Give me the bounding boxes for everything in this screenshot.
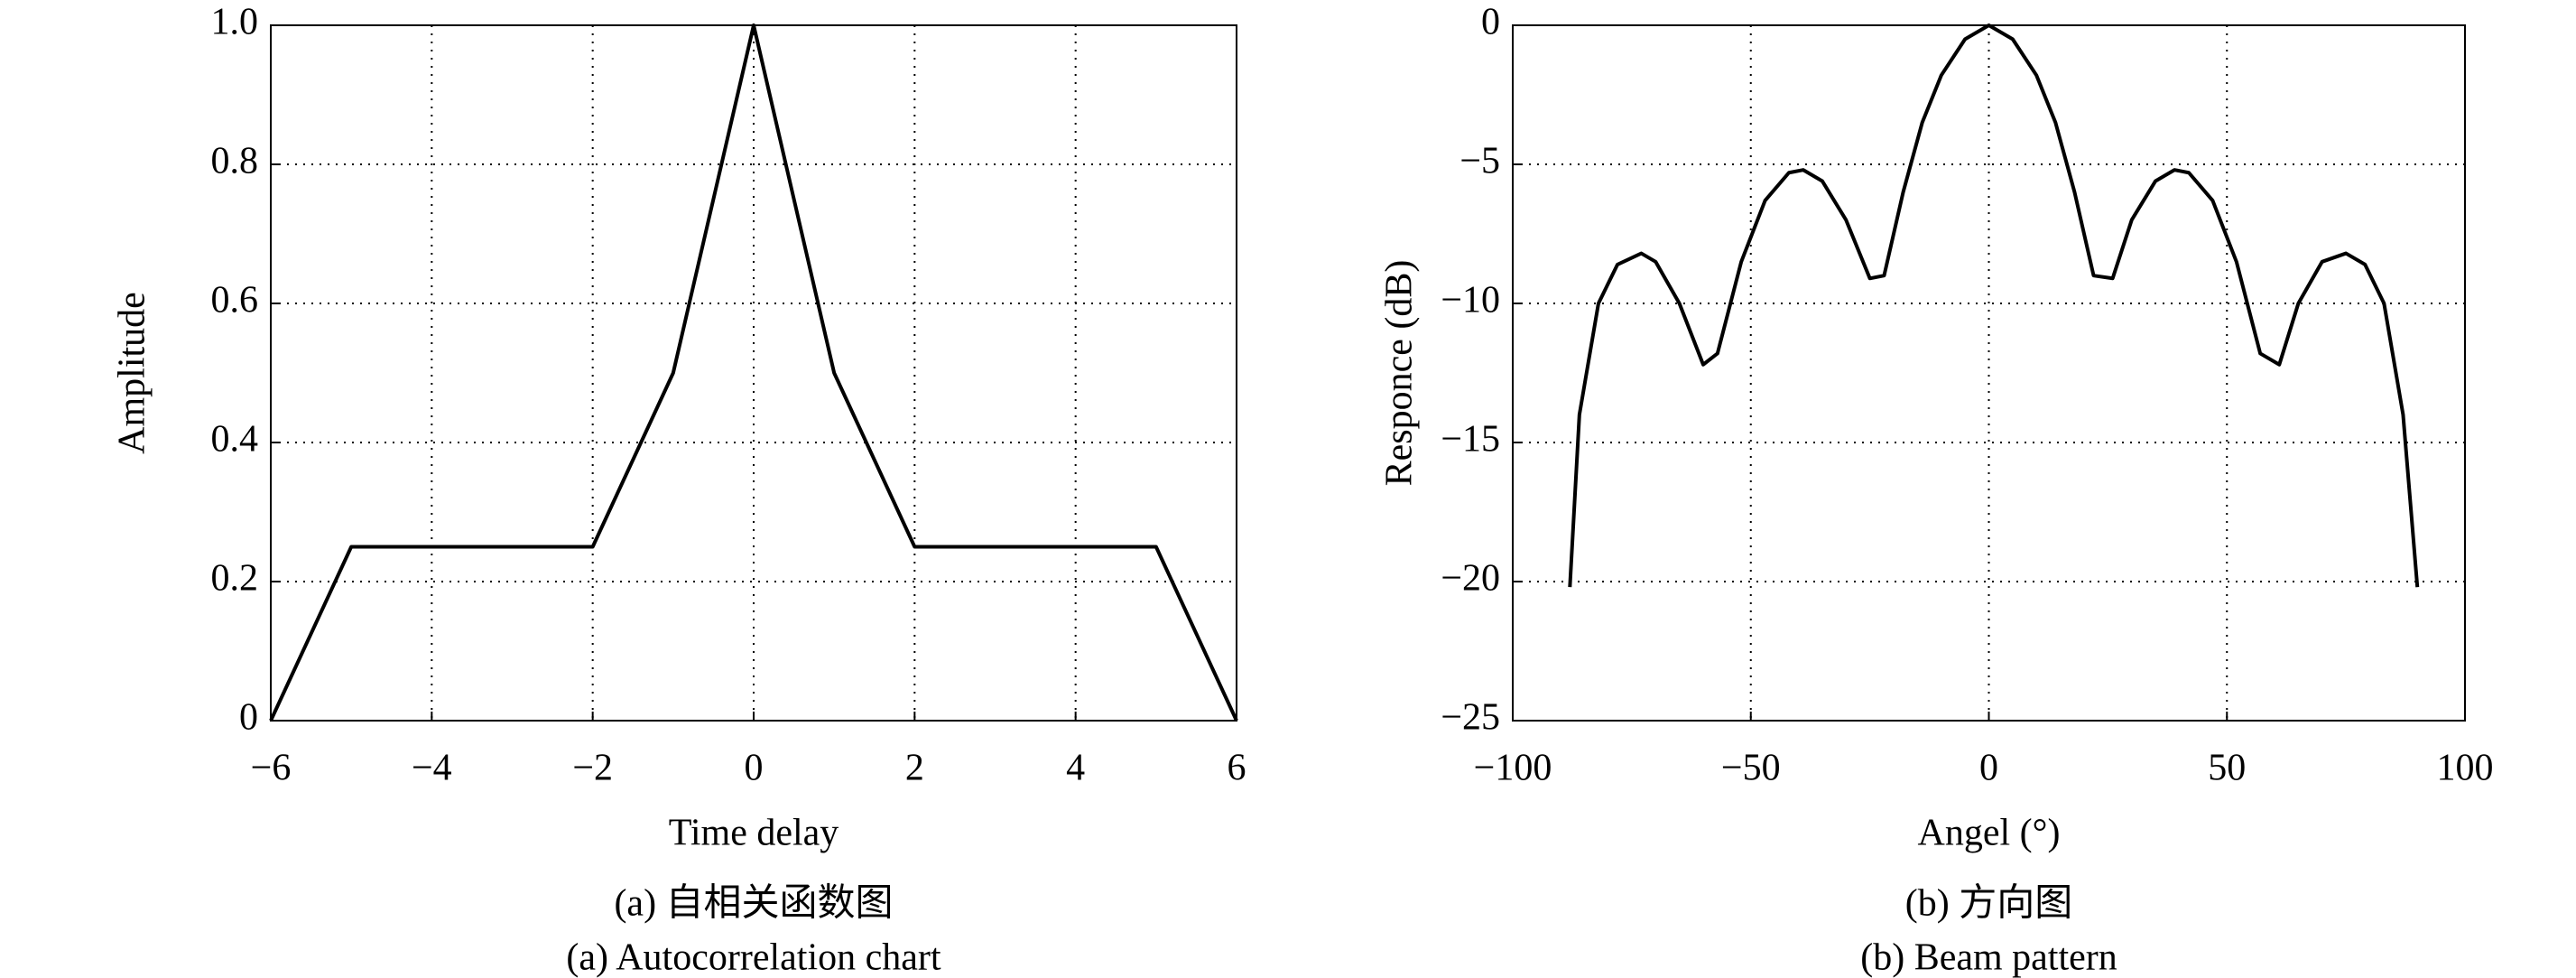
y-tick-label: −25 xyxy=(1441,697,1500,739)
y-tick-label: 0 xyxy=(1481,2,1500,43)
y-tick-label: 0.6 xyxy=(211,280,259,321)
plot-frame xyxy=(1512,24,2466,722)
x-tick-label: 4 xyxy=(1066,748,1085,789)
y-tick-label: −5 xyxy=(1459,141,1500,182)
x-tick-label: 6 xyxy=(1228,748,1246,789)
y-tick-label: −15 xyxy=(1441,419,1500,461)
x-tick-label: 50 xyxy=(2208,748,2246,789)
line xyxy=(1568,23,2420,588)
caption: (b) Beam pattern xyxy=(1860,937,2117,978)
x-tick-label: −50 xyxy=(1721,748,1781,789)
line xyxy=(269,23,1238,722)
y-tick-label: −20 xyxy=(1441,558,1500,600)
x-tick-label: 2 xyxy=(905,748,924,789)
y-tick-label: 0.8 xyxy=(211,141,259,182)
caption: (a) 自相关函数图 xyxy=(614,883,893,925)
x-tick-label: 0 xyxy=(1979,748,1998,789)
x-tick-label: −100 xyxy=(1474,748,1552,789)
x-tick-label: −6 xyxy=(251,748,292,789)
x-tick-label: 0 xyxy=(745,748,764,789)
y-axis-title: Amplitude xyxy=(112,292,153,454)
y-axis-title: Responce (dB) xyxy=(1379,260,1421,487)
x-tick-label: −4 xyxy=(412,748,452,789)
x-axis-title: Time delay xyxy=(669,813,839,854)
plot-frame xyxy=(270,24,1237,722)
y-tick-label: 1.0 xyxy=(211,2,259,43)
y-tick-label: −10 xyxy=(1441,280,1500,321)
caption: (b) 方向图 xyxy=(1905,883,2072,925)
x-axis-title: Angel (°) xyxy=(1918,813,2061,854)
y-tick-label: 0.2 xyxy=(211,558,259,600)
y-tick-label: 0.4 xyxy=(211,419,259,461)
x-tick-label: 100 xyxy=(2437,748,2494,789)
caption: (a) Autocorrelation chart xyxy=(566,937,941,978)
y-tick-label: 0 xyxy=(239,697,258,739)
x-tick-label: −2 xyxy=(572,748,613,789)
